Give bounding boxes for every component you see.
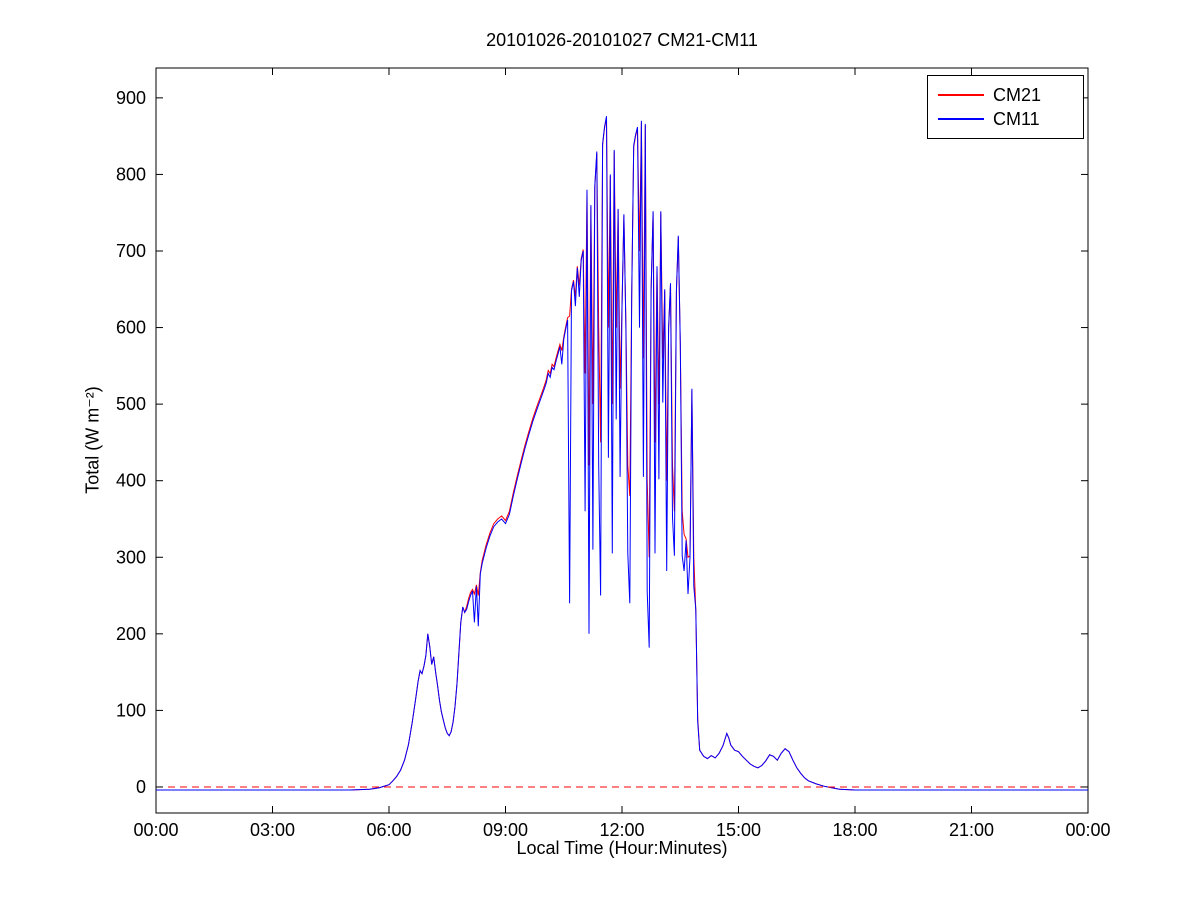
legend-entry-cm11: CM11 xyxy=(928,107,1083,131)
series-line-cm11 xyxy=(156,116,1088,791)
x-tick-label: 03:00 xyxy=(250,820,295,840)
y-tick-label: 300 xyxy=(116,547,146,567)
legend-label-cm11: CM11 xyxy=(993,108,1040,129)
x-tick-label: 21:00 xyxy=(949,820,994,840)
y-tick-label: 700 xyxy=(116,241,146,261)
y-axis-label: Total (W m⁻²) xyxy=(82,386,103,494)
x-tick-label: 06:00 xyxy=(366,820,411,840)
y-tick-label: 500 xyxy=(116,394,146,414)
legend: CM21 CM11 xyxy=(927,75,1084,139)
x-tick-label: 18:00 xyxy=(832,820,877,840)
y-tick-label: 0 xyxy=(136,777,146,797)
chart-title: 20101026-20101027 CM21-CM11 xyxy=(486,30,758,50)
y-tick-label: 400 xyxy=(116,471,146,491)
legend-label-cm21: CM21 xyxy=(993,84,1042,105)
x-tick-label: 09:00 xyxy=(483,820,528,840)
y-tick-label: 100 xyxy=(116,700,146,720)
x-tick-label: 00:00 xyxy=(1065,820,1110,840)
y-tick-label: 200 xyxy=(116,624,146,644)
legend-entry-cm21: CM21 xyxy=(928,83,1083,107)
axes-box xyxy=(155,67,1089,814)
x-tick-label: 12:00 xyxy=(599,820,644,840)
y-tick-label: 800 xyxy=(116,164,146,184)
legend-line-sample-cm21 xyxy=(938,94,984,96)
y-tick-label: 900 xyxy=(116,88,146,108)
x-tick-label: 00:00 xyxy=(133,820,178,840)
x-axis-label: Local Time (Hour:Minutes) xyxy=(516,838,728,858)
legend-line-sample-cm11 xyxy=(938,118,984,120)
y-tick-label: 600 xyxy=(116,318,146,338)
x-tick-label: 15:00 xyxy=(716,820,761,840)
